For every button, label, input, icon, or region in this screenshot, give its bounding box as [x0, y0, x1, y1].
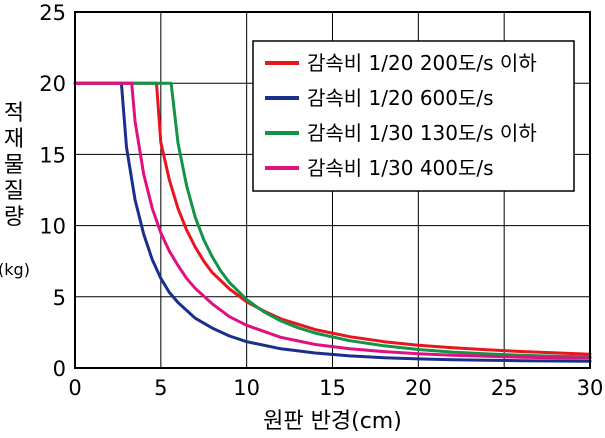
y-axis-title-char: 적	[4, 101, 24, 126]
y-axis-title-char: 질	[4, 179, 24, 204]
y-tick-label: 5	[53, 286, 66, 310]
y-tick-labels: 0 5 10 15 20 25	[39, 1, 66, 381]
y-tick-label: 20	[39, 72, 66, 96]
series-line-2	[73, 81, 592, 363]
legend-box	[252, 40, 575, 192]
x-tick-label: 0	[68, 376, 81, 400]
plot-frame	[74, 11, 591, 369]
x-tick-label: 30	[577, 376, 604, 400]
y-tick-label: 10	[39, 215, 66, 239]
y-tick-label: 0	[53, 357, 66, 381]
legend-label: 감속비 1/20 600도/s	[307, 86, 494, 110]
y-tick-label: 25	[39, 1, 66, 25]
series-line-4	[73, 81, 592, 360]
y-axis-title-char: 물	[4, 153, 24, 178]
y-axis-unit: (kg)	[0, 260, 30, 279]
legend-label: 감속비 1/20 200도/s 이하	[307, 51, 537, 75]
x-tick-label: 15	[319, 376, 346, 400]
x-tick-label: 5	[154, 376, 167, 400]
y-axis-title-char: 량	[4, 205, 24, 230]
x-tick-label: 25	[491, 376, 518, 400]
x-axis-title: 원판 반경(cm)	[263, 409, 402, 434]
y-axis-title-char: 재	[4, 127, 24, 152]
legend-label: 감속비 1/30 130도/s 이하	[307, 121, 537, 145]
series-group	[73, 81, 592, 363]
y-tick-label: 15	[39, 143, 66, 167]
x-tick-label: 10	[233, 376, 260, 400]
series-line-3	[73, 81, 592, 359]
x-tick-label: 20	[405, 376, 432, 400]
legend-label: 감속비 1/30 400도/s	[307, 156, 494, 180]
x-tick-labels: 0 5 10 15 20 25 30	[68, 376, 603, 400]
